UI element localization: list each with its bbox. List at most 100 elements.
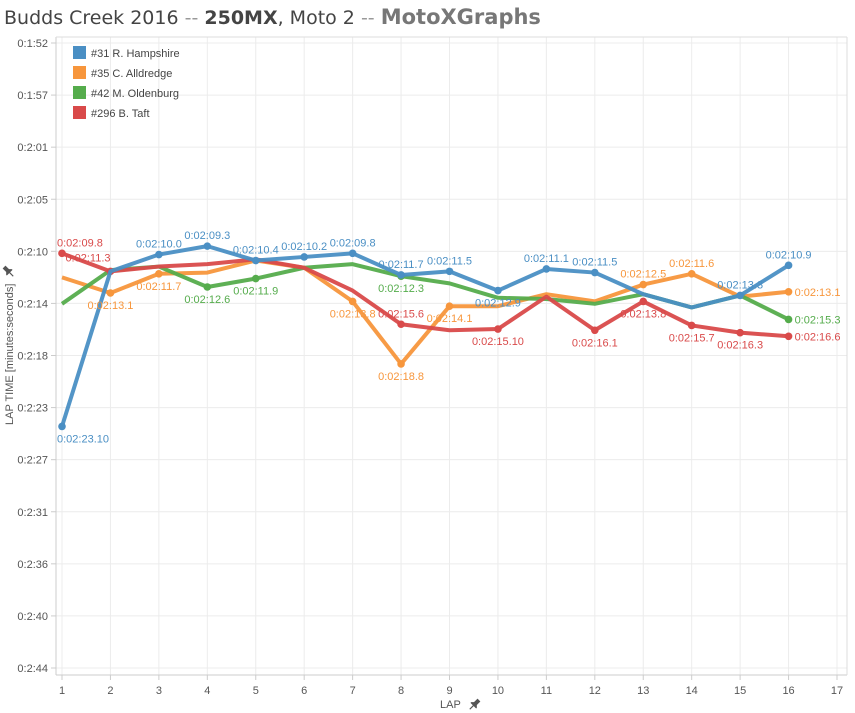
data-label: 0:02:11.7 [379, 259, 424, 271]
title-separator: -- [354, 7, 381, 29]
data-point [397, 271, 405, 279]
data-label: 0:02:09.8 [57, 237, 103, 249]
y-tick-label: 0:2:05 [17, 194, 48, 206]
data-label: 0:02:15.7 [669, 332, 715, 344]
data-label: 0:02:16.3 [717, 340, 763, 352]
data-label: 0:02:09.3 [184, 230, 230, 242]
data-label: 0:02:13.1 [795, 287, 841, 299]
x-tick-label: 7 [350, 685, 356, 697]
x-tick-label: 10 [492, 685, 504, 697]
x-tick-label: 17 [831, 685, 843, 697]
data-point [445, 267, 454, 276]
data-point [203, 283, 212, 291]
data-point [494, 325, 502, 333]
x-tick-label: 6 [301, 685, 307, 697]
y-tick-label: 0:2:14 [17, 298, 48, 310]
data-point [155, 269, 163, 278]
legend-swatch [73, 66, 86, 79]
data-point [784, 332, 793, 341]
y-tick-label: 0:2:01 [17, 142, 48, 154]
data-label: 0:02:11.5 [427, 255, 472, 267]
data-point [591, 268, 599, 277]
data-label: 0:02:13.8 [330, 308, 376, 320]
data-point [58, 422, 66, 431]
legend-label: #31 R. Hampshire [91, 48, 180, 60]
legend-label: #42 M. Oldenburg [91, 88, 179, 100]
data-label: 0:02:10.4 [233, 245, 279, 257]
data-label: 0:02:11.5 [572, 257, 617, 269]
data-label: 0:02:10.2 [281, 241, 327, 253]
data-point [155, 250, 163, 259]
data-point [736, 291, 744, 300]
data-label: 0:02:23.10 [57, 433, 109, 445]
data-point [203, 242, 212, 250]
data-label: 0:02:12.9 [475, 298, 521, 310]
legend-swatch [73, 86, 86, 99]
data-label: 0:02:11.6 [669, 258, 714, 270]
data-label: 0:02:10.0 [136, 239, 182, 251]
y-tick-label: 0:2:18 [17, 351, 48, 363]
data-label: 0:02:13.8 [620, 308, 666, 320]
title-separator: -- [178, 7, 205, 29]
data-label: 0:02:11.7 [136, 281, 181, 293]
x-axis-title: LAP [440, 699, 461, 711]
data-point [251, 274, 260, 283]
y-tick-label: 0:2:23 [17, 403, 48, 415]
data-label: 0:02:09.8 [330, 237, 376, 249]
x-tick-label: 16 [782, 685, 794, 697]
data-label: 0:02:14.1 [427, 313, 473, 325]
data-label: 0:02:11.1 [524, 253, 569, 265]
chart-title: Budds Creek 2016 -- 250MX, Moto 2 -- Mot… [4, 5, 541, 29]
data-label: 0:02:16.1 [572, 337, 618, 349]
data-point [251, 256, 260, 265]
y-tick-label: 0:2:44 [17, 663, 48, 675]
x-tick-label: 2 [107, 685, 113, 697]
data-label: 0:02:15.3 [795, 314, 841, 326]
data-point [348, 249, 357, 258]
x-axis-pin-icon[interactable] [467, 697, 482, 712]
legend-label: #296 B. Taft [91, 108, 150, 120]
legend-item[interactable]: #31 R. Hampshire [73, 46, 180, 60]
data-point [639, 297, 648, 306]
x-tick-label: 13 [637, 685, 649, 697]
data-label: 0:02:12.6 [184, 294, 230, 306]
data-point [591, 326, 599, 335]
legend-item[interactable]: #35 C. Alldredge [73, 66, 172, 80]
x-tick-label: 12 [589, 685, 601, 697]
legend-item[interactable]: #42 M. Oldenburg [73, 86, 179, 100]
data-label: 0:02:12.5 [620, 269, 666, 281]
data-label: 0:02:16.6 [795, 331, 841, 343]
data-label: 0:02:13.3 [717, 279, 763, 291]
title-brand: MotoXGraphs [380, 5, 541, 29]
data-point [784, 261, 793, 270]
y-axis-pin-icon[interactable] [1, 264, 16, 279]
data-point [687, 321, 696, 330]
legend-item[interactable]: #296 B. Taft [73, 106, 150, 120]
title-event: Budds Creek 2016 [4, 7, 179, 29]
title-moto: , Moto 2 [277, 7, 355, 29]
title-class: 250MX [204, 7, 278, 29]
y-tick-label: 0:2:27 [17, 455, 48, 467]
data-point [58, 249, 66, 258]
x-axis-ticks: 1 2 3 4 5 6 7 8 9 10 11 12 13 14 15 16 17 [59, 675, 843, 697]
y-axis-ticks: 0:1:52 0:1:57 0:2:01 0:2:05 0:2:10 0:2:14 0:2:… [17, 38, 56, 675]
data-label: 0:02:15.6 [378, 308, 424, 320]
y-tick-label: 0:2:40 [17, 611, 48, 623]
y-tick-label: 0:2:36 [17, 559, 48, 571]
data-point [542, 265, 551, 273]
series-lines [58, 242, 793, 431]
data-point [397, 360, 405, 368]
data-point [106, 289, 115, 297]
x-tick-label: 15 [734, 685, 746, 697]
legend[interactable]: #31 R. Hampshire #35 C. Alldredge #42 M. O… [73, 46, 180, 120]
x-tick-label: 9 [446, 685, 452, 697]
data-point [300, 253, 308, 261]
legend-label: #35 C. Alldredge [91, 68, 172, 80]
x-tick-label: 14 [686, 685, 698, 697]
data-point [397, 320, 405, 329]
data-label: 0:02:13.1 [88, 300, 134, 312]
data-label: 0:02:10.9 [766, 249, 812, 261]
grid [56, 37, 847, 675]
legend-swatch [73, 46, 86, 59]
